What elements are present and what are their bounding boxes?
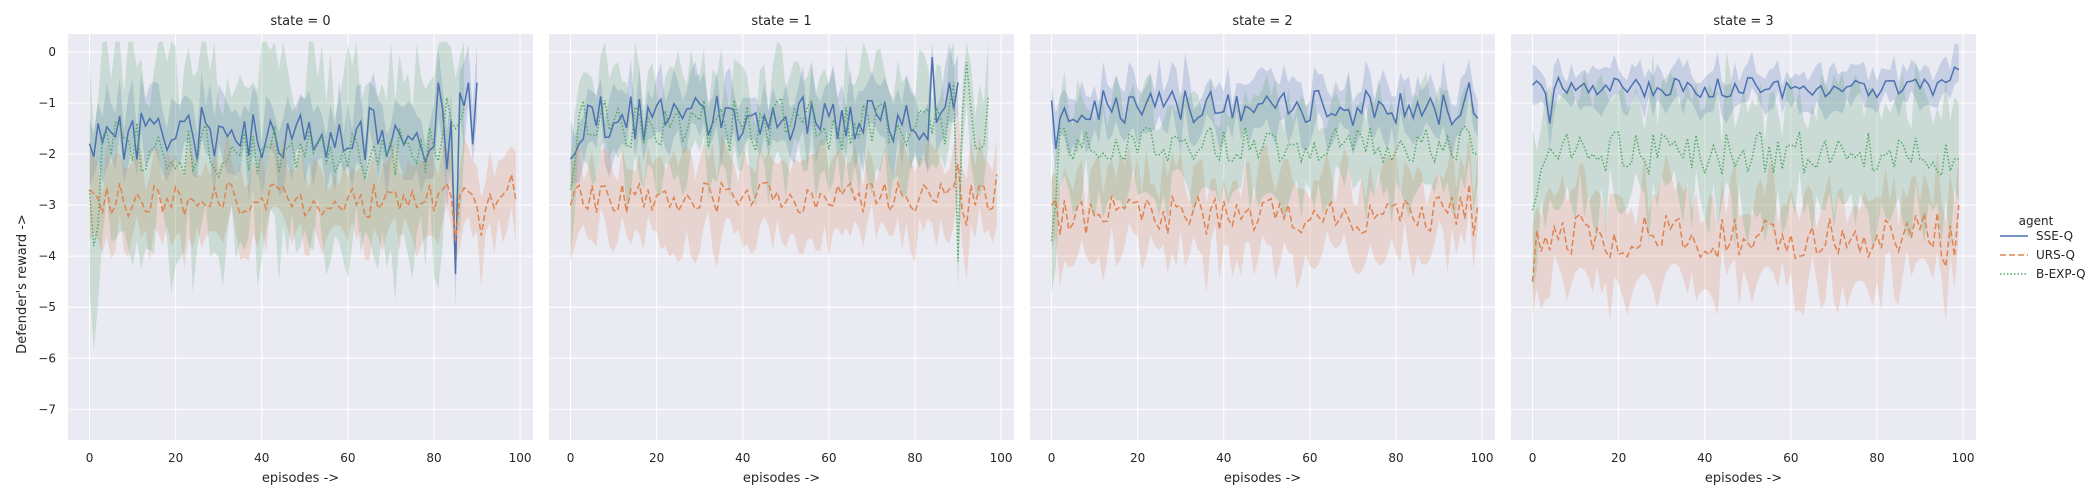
x-axis-label: episodes ->	[1705, 471, 1782, 486]
x-tick-label: 40	[1697, 451, 1712, 465]
x-tick-label: 0	[86, 451, 94, 465]
x-tick-label: 40	[735, 451, 750, 465]
y-tick-label: −3	[38, 198, 56, 212]
confidence-band-b-exp-q	[89, 41, 465, 350]
y-tick-label: −5	[38, 300, 56, 314]
series-line-urs-q	[1531, 205, 1960, 282]
x-tick-label: 20	[1130, 451, 1145, 465]
x-tick-label: 100	[990, 451, 1013, 465]
y-tick-label: −2	[38, 147, 56, 161]
x-tick-label: 80	[426, 451, 441, 465]
x-tick-label: 0	[567, 451, 575, 465]
series-line-sse-q	[1531, 66, 1960, 124]
x-axis-label: episodes ->	[743, 471, 820, 486]
y-axis-label: Defender's reward ->	[15, 214, 30, 354]
x-tick-label: 40	[1216, 451, 1231, 465]
confidence-band-sse-q	[89, 44, 477, 308]
x-tick-label: 60	[340, 451, 355, 465]
y-tick-label: −7	[38, 402, 56, 416]
confidence-band-b-exp-q	[1051, 70, 1478, 294]
series-line-b-exp-q	[1050, 125, 1478, 241]
plot-background	[1511, 34, 1976, 440]
series-line-sse-q	[569, 56, 959, 160]
x-tick-label: 60	[1302, 451, 1317, 465]
legend-title: agent	[2019, 214, 2054, 228]
confidence-band-urs-q	[570, 107, 997, 280]
facet-title: state = 3	[1713, 14, 1773, 29]
confidence-band-sse-q	[1051, 53, 1478, 172]
facet-title: state = 0	[270, 14, 330, 29]
series-line-urs-q	[89, 174, 517, 241]
facet-title: state = 2	[1232, 14, 1292, 29]
series-line-sse-q	[1050, 82, 1479, 150]
x-tick-label: 80	[1388, 451, 1403, 465]
x-tick-label: 80	[907, 451, 922, 465]
x-tick-label: 20	[649, 451, 664, 465]
x-tick-label: 100	[509, 451, 532, 465]
plot-background	[549, 34, 1014, 440]
facet-panel-2: state = 2 0 20 40 60 80 100 episodes ->	[1030, 14, 1495, 486]
x-tick-label: 20	[168, 451, 183, 465]
x-tick-label: 100	[1952, 451, 1975, 465]
series-line-b-exp-q	[88, 97, 465, 247]
x-tick-label: 60	[1783, 451, 1798, 465]
x-axis-label: episodes ->	[262, 471, 339, 486]
series-line-b-exp-q	[1531, 130, 1959, 211]
series-line-b-exp-q	[569, 62, 989, 262]
legend-label-urs-q: URS-Q	[2036, 248, 2075, 262]
facet-panel-0: state = 0 0 20 40 60 80 100 episodes -> 0 −1 −2 −3 −…	[38, 14, 533, 486]
y-tick-label: 0	[48, 45, 56, 59]
series-line-urs-q	[569, 164, 998, 226]
series-line-sse-q	[88, 82, 478, 275]
y-tick-label: −6	[38, 351, 56, 365]
confidence-band-urs-q	[1532, 149, 1959, 324]
legend: agent SSE-Q URS-Q B-EXP-Q	[2000, 214, 2086, 281]
x-tick-label: 80	[1869, 451, 1884, 465]
y-tick-label: −4	[38, 249, 56, 263]
x-tick-label: 40	[254, 451, 269, 465]
series-line-urs-q	[1050, 184, 1479, 236]
x-tick-label: 0	[1529, 451, 1537, 465]
legend-label-sse-q: SSE-Q	[2036, 229, 2073, 243]
x-axis-label: episodes ->	[1224, 471, 1301, 486]
x-tick-label: 60	[821, 451, 836, 465]
facet-title: state = 1	[751, 14, 811, 29]
confidence-band-sse-q	[1532, 43, 1959, 150]
x-tick-label: 20	[1611, 451, 1626, 465]
x-tick-label: 0	[1048, 451, 1056, 465]
confidence-band-b-exp-q	[1532, 50, 1959, 295]
y-tick-label: −1	[38, 96, 56, 110]
legend-label-b-exp-q: B-EXP-Q	[2036, 267, 2086, 281]
confidence-band-urs-q	[89, 130, 516, 289]
facet-panel-1: state = 1 0 20 40 60 80 100 episodes ->	[549, 14, 1014, 486]
facet-panel-3: state = 3 0 20 40 60 80 100 episodes ->	[1511, 14, 1976, 486]
confidence-band-urs-q	[1051, 129, 1478, 294]
x-tick-label: 100	[1471, 451, 1494, 465]
